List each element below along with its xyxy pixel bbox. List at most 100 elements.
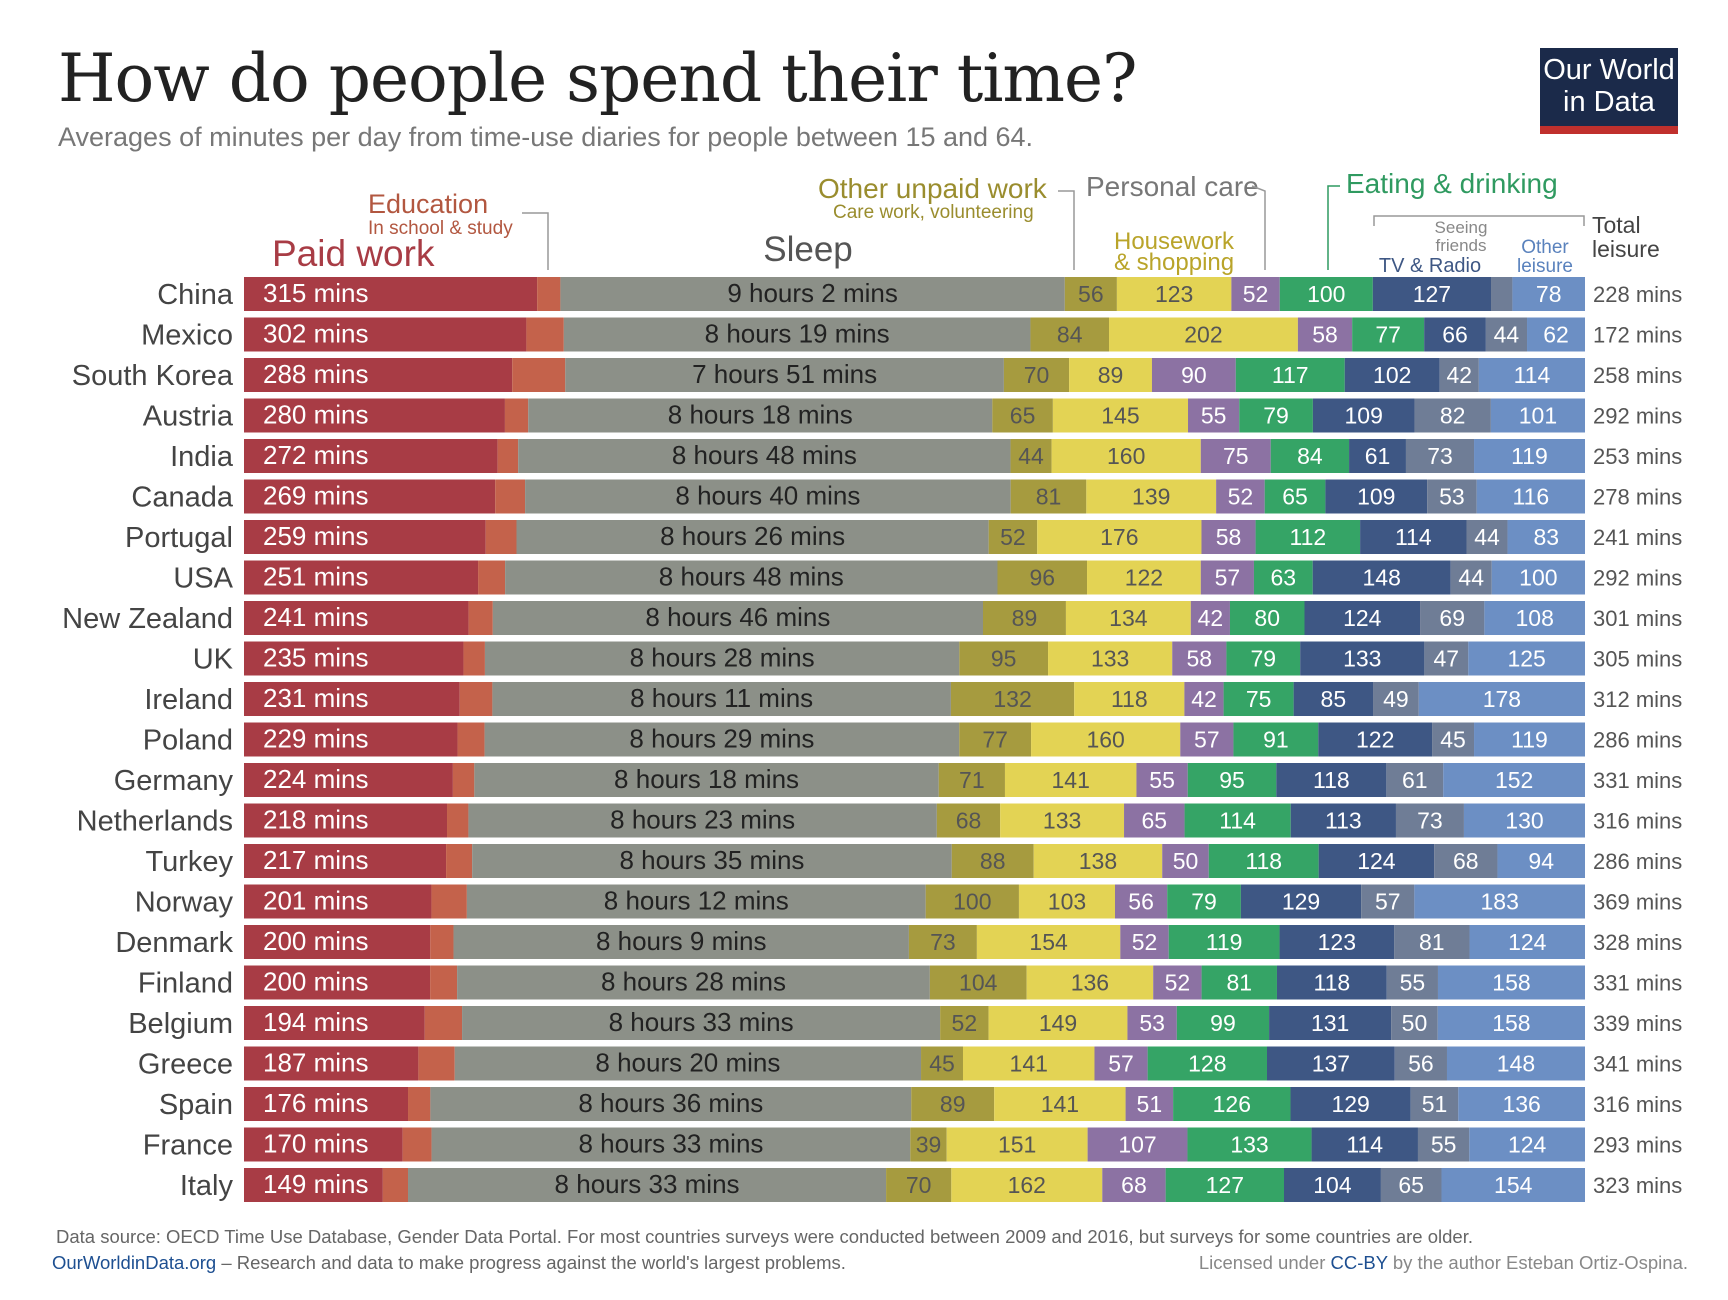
bar-segment-friends[interactable]	[1414, 398, 1491, 433]
bar-segment-other[interactable]	[1491, 560, 1585, 595]
bar-segment-eat[interactable]	[1270, 439, 1350, 473]
bar-segment-paid[interactable]	[244, 358, 513, 392]
bar-segment-tv[interactable]	[1318, 844, 1435, 878]
bar-segment-paid[interactable]	[244, 398, 505, 433]
bar-segment-edu[interactable]	[424, 1006, 463, 1040]
bar-segment-care[interactable]	[1102, 1168, 1166, 1202]
bar-segment-unpaid[interactable]	[950, 682, 1075, 716]
bar-segment-unpaid[interactable]	[951, 844, 1034, 878]
bar-segment-edu[interactable]	[485, 520, 517, 554]
bar-segment-friends[interactable]	[1386, 965, 1438, 1000]
bar-segment-tv[interactable]	[1240, 884, 1362, 919]
bar-segment-care[interactable]	[1216, 479, 1265, 514]
bar-segment-paid[interactable]	[244, 965, 431, 1000]
bar-segment-edu[interactable]	[478, 560, 506, 595]
bar-segment-paid[interactable]	[244, 601, 469, 635]
bar-segment-eat[interactable]	[1173, 1087, 1291, 1121]
bar-segment-other[interactable]	[1446, 1046, 1585, 1081]
bar-segment-tv[interactable]	[1269, 1006, 1392, 1040]
bar-segment-paid[interactable]	[244, 317, 527, 352]
bar-segment-care[interactable]	[1200, 560, 1254, 595]
bar-segment-sleep[interactable]	[518, 439, 1011, 473]
bar-segment-house[interactable]	[1052, 398, 1189, 433]
bar-segment-edu[interactable]	[457, 722, 485, 757]
bar-segment-edu[interactable]	[382, 1168, 409, 1202]
bar-segment-unpaid[interactable]	[886, 1168, 952, 1202]
bar-segment-edu[interactable]	[447, 803, 469, 838]
bar-segment-edu[interactable]	[463, 641, 485, 676]
bar-segment-sleep[interactable]	[457, 965, 930, 1000]
bar-segment-house[interactable]	[1048, 641, 1173, 676]
bar-segment-other[interactable]	[1478, 358, 1585, 392]
bar-segment-sleep[interactable]	[492, 682, 951, 716]
bar-segment-friends[interactable]	[1434, 844, 1498, 878]
bar-segment-care[interactable]	[1094, 1046, 1148, 1081]
bar-segment-other[interactable]	[1418, 682, 1585, 716]
bar-segment-sleep[interactable]	[484, 641, 960, 676]
bar-segment-house[interactable]	[1031, 722, 1181, 757]
bar-segment-friends[interactable]	[1424, 641, 1469, 676]
bar-segment-eat[interactable]	[1229, 601, 1305, 635]
bar-segment-unpaid[interactable]	[992, 398, 1053, 433]
bar-segment-unpaid[interactable]	[938, 763, 1005, 797]
bar-segment-house[interactable]	[1026, 965, 1154, 1000]
bar-segment-other[interactable]	[1476, 479, 1585, 514]
bar-segment-care[interactable]	[1087, 1127, 1188, 1162]
bar-segment-paid[interactable]	[244, 560, 479, 595]
bar-segment-eat[interactable]	[1255, 520, 1361, 554]
bar-segment-house[interactable]	[1065, 601, 1191, 635]
bar-segment-unpaid[interactable]	[925, 884, 1019, 919]
bar-segment-paid[interactable]	[244, 844, 447, 878]
bar-segment-eat[interactable]	[1147, 1046, 1268, 1081]
bar-segment-other[interactable]	[1474, 439, 1585, 473]
bar-segment-unpaid[interactable]	[1064, 277, 1117, 311]
bar-segment-friends[interactable]	[1373, 682, 1419, 716]
bar-segment-edu[interactable]	[497, 439, 519, 473]
bar-segment-unpaid[interactable]	[929, 965, 1027, 1000]
bar-segment-house[interactable]	[1004, 763, 1137, 797]
bar-segment-tv[interactable]	[1267, 1046, 1395, 1081]
bar-segment-friends[interactable]	[1410, 1087, 1459, 1121]
bar-segment-paid[interactable]	[244, 1168, 383, 1202]
bar-segment-eat[interactable]	[1235, 358, 1345, 392]
bar-segment-paid[interactable]	[244, 722, 458, 757]
bar-segment-care[interactable]	[1162, 844, 1209, 878]
bar-segment-friends[interactable]	[1427, 479, 1477, 514]
bar-segment-unpaid[interactable]	[1010, 439, 1052, 473]
bar-segment-sleep[interactable]	[474, 763, 939, 797]
bar-segment-house[interactable]	[1037, 520, 1202, 554]
bar-segment-tv[interactable]	[1344, 358, 1440, 392]
bar-segment-eat[interactable]	[1184, 803, 1291, 838]
bar-segment-house[interactable]	[1051, 439, 1201, 473]
bar-segment-tv[interactable]	[1318, 722, 1433, 757]
bar-segment-friends[interactable]	[1394, 1046, 1447, 1081]
bar-segment-edu[interactable]	[459, 682, 493, 716]
bar-segment-care[interactable]	[1153, 965, 1202, 1000]
bar-segment-paid[interactable]	[244, 682, 460, 716]
bar-segment-tv[interactable]	[1290, 1087, 1411, 1121]
bar-segment-care[interactable]	[1125, 1087, 1174, 1121]
bar-segment-care[interactable]	[1188, 398, 1240, 433]
bar-segment-other[interactable]	[1443, 763, 1585, 797]
bar-segment-care[interactable]	[1151, 358, 1236, 392]
bar-segment-house[interactable]	[1087, 560, 1201, 595]
bar-segment-edu[interactable]	[452, 763, 475, 797]
bar-segment-eat[interactable]	[1208, 844, 1319, 878]
bar-segment-other[interactable]	[1437, 1006, 1585, 1040]
bar-segment-unpaid[interactable]	[921, 1046, 963, 1081]
bar-segment-eat[interactable]	[1165, 1168, 1284, 1202]
bar-segment-sleep[interactable]	[466, 884, 926, 919]
bar-segment-unpaid[interactable]	[982, 601, 1066, 635]
bar-segment-eat[interactable]	[1176, 1006, 1270, 1040]
bar-segment-tv[interactable]	[1311, 1127, 1418, 1162]
bar-segment-unpaid[interactable]	[911, 1087, 995, 1121]
bar-segment-house[interactable]	[962, 1046, 1095, 1081]
bar-segment-friends[interactable]	[1420, 601, 1485, 635]
bar-segment-friends[interactable]	[1491, 277, 1513, 311]
bar-segment-care[interactable]	[1200, 439, 1271, 473]
bar-segment-tv[interactable]	[1293, 682, 1374, 716]
bar-segment-sleep[interactable]	[505, 560, 998, 595]
bar-segment-unpaid[interactable]	[936, 803, 1001, 838]
bar-segment-tv[interactable]	[1283, 1168, 1381, 1202]
bar-segment-eat[interactable]	[1187, 1127, 1312, 1162]
